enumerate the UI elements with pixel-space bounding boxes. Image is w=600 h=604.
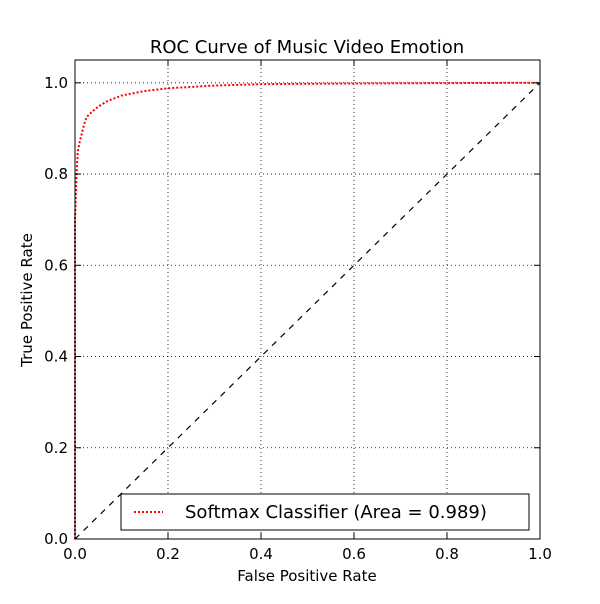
y-tick-label: 0.0 <box>44 530 68 548</box>
x-tick-label: 0.6 <box>342 545 366 563</box>
legend-box <box>120 493 530 531</box>
roc-curve-line <box>74 81 541 539</box>
y-tick-label: 0.6 <box>44 256 68 274</box>
x-tick-label: 0.8 <box>435 545 459 563</box>
chart-title: ROC Curve of Music Video Emotion <box>150 37 464 58</box>
plot-frame <box>74 59 541 540</box>
y-axis-label: True Positive Rate <box>18 233 36 368</box>
series-layer <box>74 81 541 540</box>
y-tick-label: 0.4 <box>44 348 68 366</box>
x-tick-label: 0.4 <box>249 545 273 563</box>
x-tick-label: 0.0 <box>63 545 87 563</box>
y-tick-label: 0.2 <box>44 439 68 457</box>
x-tick-label: 0.2 <box>156 545 180 563</box>
legend: Softmax Classifier (Area = 0.989) <box>120 493 530 531</box>
x-tick-label: 1.0 <box>528 545 552 563</box>
legend-label: Softmax Classifier (Area = 0.989) <box>185 502 487 523</box>
y-tick-label: 0.8 <box>44 165 68 183</box>
y-tick-label: 1.0 <box>44 74 68 92</box>
axis-ticks: 0.0 0.2 0.4 0.6 0.8 1.0 0.0 0.2 0.4 0.6 0.8 1.0 <box>44 60 552 563</box>
x-axis-label: False Positive Rate <box>237 567 376 585</box>
chance-diagonal-line <box>74 82 541 540</box>
grid-lines <box>74 60 541 540</box>
